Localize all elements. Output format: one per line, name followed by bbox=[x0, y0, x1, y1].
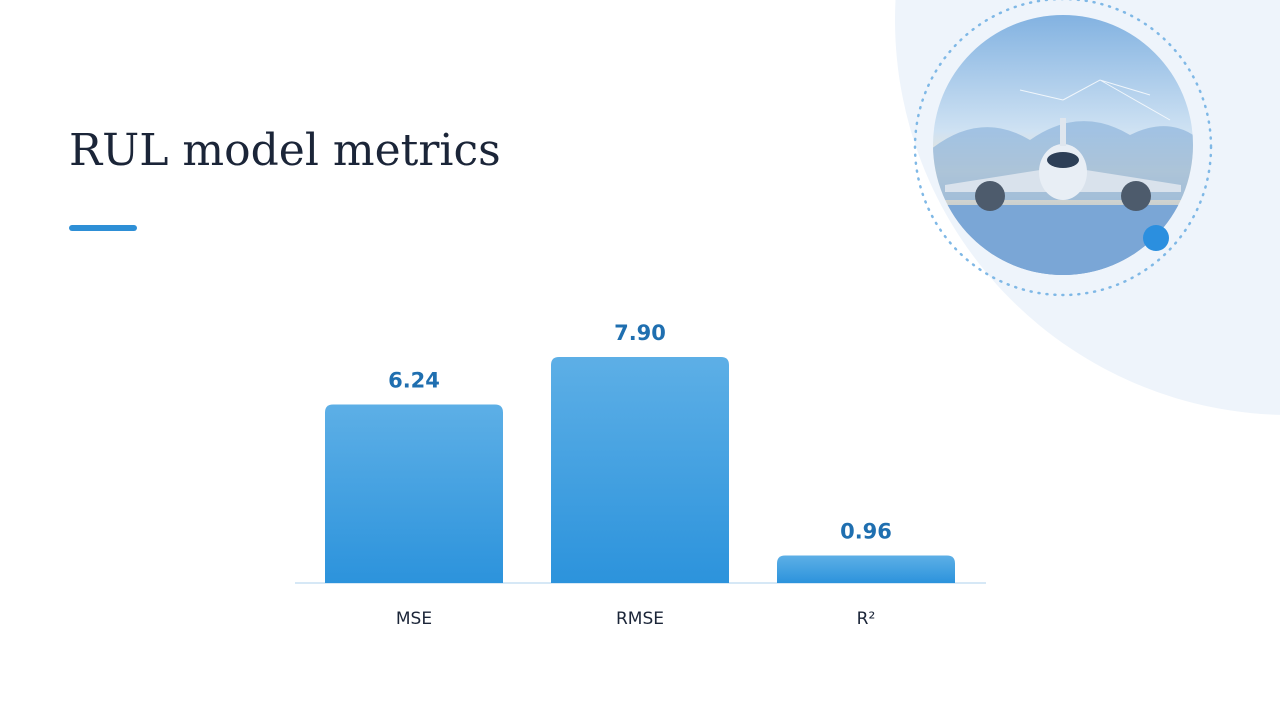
accent-dot bbox=[1143, 225, 1169, 251]
bar bbox=[777, 555, 955, 583]
category-label: MSE bbox=[396, 609, 432, 629]
bar bbox=[325, 404, 503, 583]
value-label: 0.96 bbox=[840, 520, 892, 544]
dotted-ring bbox=[913, 0, 1213, 297]
title-underline bbox=[69, 225, 137, 231]
value-label: 6.24 bbox=[388, 368, 440, 392]
category-label: RMSE bbox=[616, 609, 664, 629]
value-label: 7.90 bbox=[614, 321, 666, 345]
category-label: R² bbox=[857, 609, 876, 629]
slide-title: RUL model metrics bbox=[69, 125, 501, 176]
bar bbox=[551, 357, 729, 583]
